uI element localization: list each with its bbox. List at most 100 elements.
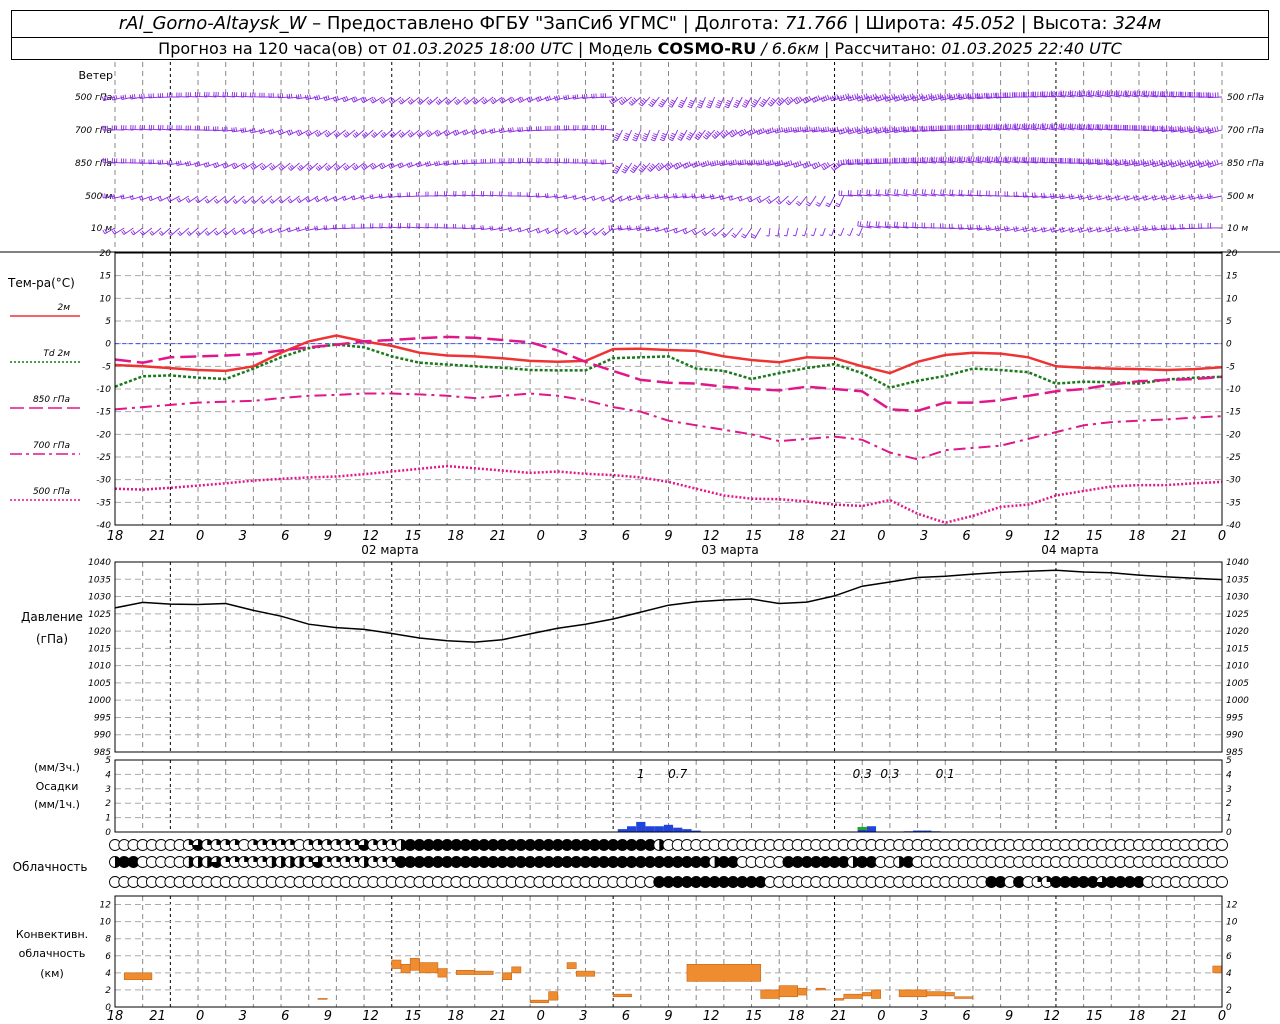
wind-barb (139, 158, 152, 164)
wind-barb (158, 227, 171, 236)
wind-barb (921, 156, 937, 164)
wind-barb (370, 223, 383, 229)
conv-bar (409, 958, 420, 971)
wind-barb (120, 194, 134, 200)
wind-barb (120, 94, 134, 100)
wind-barb (277, 227, 291, 233)
wind-barb (995, 156, 1010, 164)
wind-barb (856, 93, 872, 102)
conv-ytick-right: 0 (1226, 1003, 1232, 1013)
wind-barb (176, 125, 189, 131)
wind-barb (591, 124, 604, 131)
wind-barb (268, 227, 282, 234)
conv-bar (511, 966, 522, 974)
wind-barb (685, 129, 697, 141)
pressure-ytick-right: 1035 (1226, 575, 1249, 585)
wind-level-label: 700 гПа (75, 126, 112, 136)
wind-barb (939, 93, 955, 101)
wind-barb (949, 189, 964, 197)
wind-barb (314, 225, 328, 231)
wind-barb (865, 93, 881, 102)
wind-barb (1188, 159, 1204, 168)
wind-barb (856, 126, 872, 135)
wind-barb (251, 195, 263, 204)
wind-barb (775, 227, 780, 237)
wind-barb (884, 158, 900, 164)
conv-unit: (км) (40, 967, 64, 980)
precip-ytick-left: 4 (105, 770, 111, 780)
dash: – (306, 13, 327, 34)
x-tick-label-bottom: 0 (1218, 1009, 1226, 1024)
wind-barb (517, 157, 531, 164)
conv-bar (548, 991, 559, 1001)
wind-barb (802, 95, 817, 104)
wind-barb (1013, 123, 1029, 131)
precip-unit-1h: (мм/1ч.) (34, 798, 80, 811)
pressure-ytick-right: 990 (1226, 731, 1243, 741)
precip-bar (922, 830, 932, 832)
wind-barb (847, 227, 854, 237)
conv-bar (566, 962, 577, 969)
wind-barb (268, 92, 282, 98)
wind-barb (195, 195, 208, 204)
wind-barb (829, 126, 844, 133)
wind-barb (1207, 92, 1223, 99)
cloud-symbol (1216, 839, 1228, 851)
wind-barb (351, 96, 365, 103)
wind-barb (825, 195, 835, 208)
wind-barb (920, 93, 937, 102)
wind-barb (765, 127, 780, 135)
wind-barb (1060, 123, 1075, 131)
wind-barb (711, 129, 725, 139)
wind-barb (398, 129, 411, 138)
wind-barb (884, 189, 900, 197)
wind-barb (517, 191, 531, 197)
wind-barb (306, 162, 319, 171)
wind-barb (912, 188, 927, 197)
wind-barb (526, 192, 540, 198)
wind-barb (259, 92, 272, 98)
wind-barb (1160, 125, 1176, 133)
wind-barb (1050, 157, 1066, 164)
wind-panel-title: Ветер (79, 69, 113, 82)
wind-barb (508, 158, 521, 164)
wind-barb (668, 129, 679, 142)
wind-barb (435, 96, 448, 105)
wind-barb (111, 94, 125, 101)
pressure-frame (114, 561, 1223, 753)
wind-barb (828, 227, 835, 237)
x-tick-label: 3 (579, 529, 587, 544)
conv-ytick-left: 12 (100, 901, 112, 911)
wind-barb (1142, 125, 1158, 132)
precip-bar-mixed (857, 826, 867, 830)
wind-barb (185, 125, 199, 131)
pressure-ytick-left: 985 (94, 748, 111, 758)
wind-barb (526, 227, 540, 233)
temp-ytick-right: -35 (1226, 498, 1241, 508)
sep: | (572, 39, 589, 58)
temp-ytick-right: -25 (1226, 453, 1241, 463)
wind-barb (507, 226, 522, 232)
wind-barb (121, 125, 134, 131)
wind-barb (240, 127, 254, 133)
wind-barb (691, 193, 706, 199)
x-tick-label-bottom: 18 (447, 1009, 464, 1024)
wind-barb (1123, 158, 1140, 167)
wind-barb (149, 227, 162, 236)
conv-bar (123, 972, 153, 980)
conv-bar (778, 985, 798, 998)
pressure-ytick-left: 1015 (88, 644, 111, 654)
wind-barb (407, 222, 420, 229)
wind-barb (499, 191, 512, 197)
wind-barb (138, 195, 153, 201)
wind-barb (287, 162, 300, 171)
wind-barb (1105, 158, 1121, 166)
conv-ytick-right: 2 (1226, 986, 1232, 996)
conv-bar (760, 989, 780, 999)
wind-barb (536, 157, 549, 164)
precip-bar (636, 821, 646, 832)
wind-barb (462, 159, 475, 165)
wind-barb (911, 93, 927, 102)
x-tick-label: 9 (324, 529, 332, 544)
wind-barb (741, 227, 752, 239)
